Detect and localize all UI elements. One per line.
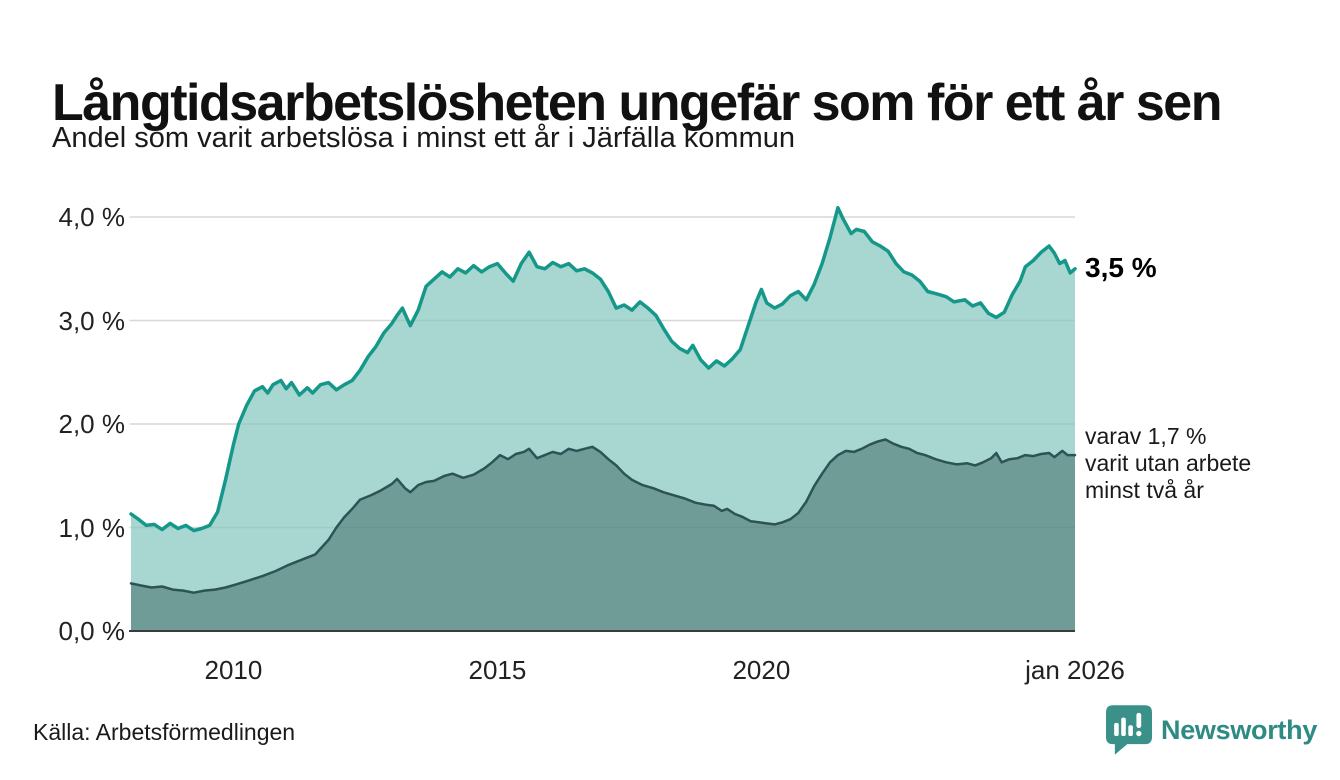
newsworthy-logo: Newsworthy [1106,702,1317,758]
y-axis-label-3: 3,0 % [58,305,126,336]
x-axis-label-2015: 2015 [468,655,527,685]
x-axis-label-jan-2026: jan 2026 [1025,655,1125,685]
y-axis-label-2: 2,0 % [58,409,126,439]
source-note: Källa: Arbetsförmedlingen [33,719,296,745]
secondary-value-label: varav 1,7 % varit utan arbete minst två … [1085,423,1252,503]
x-axis-label-2020: 2020 [732,655,791,685]
end-value-label: 3,5 % [1085,252,1157,283]
x-axis-label-2010: 2010 [204,655,263,685]
page-subtitle: Andel som varit arbetslösa i minst ett å… [52,122,795,154]
y-axis-label-1: 1,0 % [58,512,126,543]
page-title: Långtidsarbetslösheten ungefär som för e… [52,73,1222,132]
newsworthy-logo-icon [1106,705,1152,755]
y-axis-label-4: 4,0 % [58,202,126,232]
y-axis-label-0: 0,0 % [58,616,126,646]
newsworthy-wordmark: Newsworthy [1161,714,1318,745]
